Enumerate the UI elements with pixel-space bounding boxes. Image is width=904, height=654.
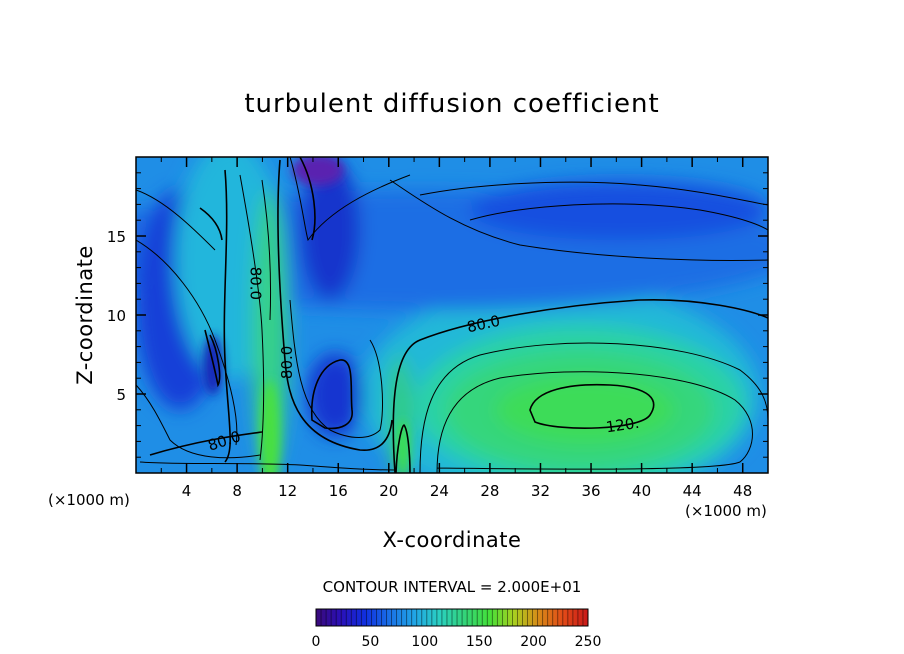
x-tick-label: 12 [278, 482, 297, 500]
x-tick-label: 36 [581, 482, 600, 500]
x-tick-label: 28 [480, 482, 499, 500]
colorbar-tick-label: 100 [411, 634, 438, 650]
chart-title: turbulent diffusion coefficient [244, 89, 659, 119]
colorbar-ticks: 0 50 100 150 200 250 [312, 634, 602, 650]
x-unit-right: (×1000 m) [685, 502, 767, 520]
colorbar [315, 608, 589, 627]
y-tick-label: 10 [107, 307, 126, 325]
y-tick-label: 15 [107, 228, 126, 246]
x-tick-label: 40 [632, 482, 651, 500]
x-tick-label: 16 [329, 482, 348, 500]
colorbar-tick-label: 0 [312, 634, 321, 650]
colorbar-tick-label: 250 [575, 634, 602, 650]
x-tick-label: 24 [430, 482, 449, 500]
colorbar-tick-label: 150 [466, 634, 493, 650]
colorbar-frame [315, 608, 589, 627]
contour-fill [136, 157, 768, 473]
contour-interval: CONTOUR INTERVAL = 2.000E+01 [323, 578, 582, 596]
x-axis: 4 8 12 16 20 24 28 32 36 40 44 48 [160, 157, 752, 500]
x-tick-label: 44 [683, 482, 702, 500]
x-unit-left: (×1000 m) [48, 491, 130, 509]
contour-label: 80.0 [278, 346, 296, 379]
x-tick-label: 20 [379, 482, 398, 500]
contour-label: 120. [605, 414, 641, 436]
contour-label: 80.0 [246, 267, 264, 300]
x-tick-label: 4 [182, 482, 192, 500]
x-tick-label: 8 [232, 482, 242, 500]
contour-lines [136, 157, 768, 473]
x-tick-label: 32 [531, 482, 550, 500]
x-axis-label: X-coordinate [383, 528, 522, 552]
x-tick-label: 48 [733, 482, 752, 500]
y-axis-label: Z-coordinate [73, 245, 97, 385]
colorbar-tick-label: 50 [361, 634, 379, 650]
y-axis: 5 10 15 [107, 172, 768, 458]
colorbar-tick-label: 200 [520, 634, 547, 650]
y-tick-label: 5 [116, 386, 126, 404]
